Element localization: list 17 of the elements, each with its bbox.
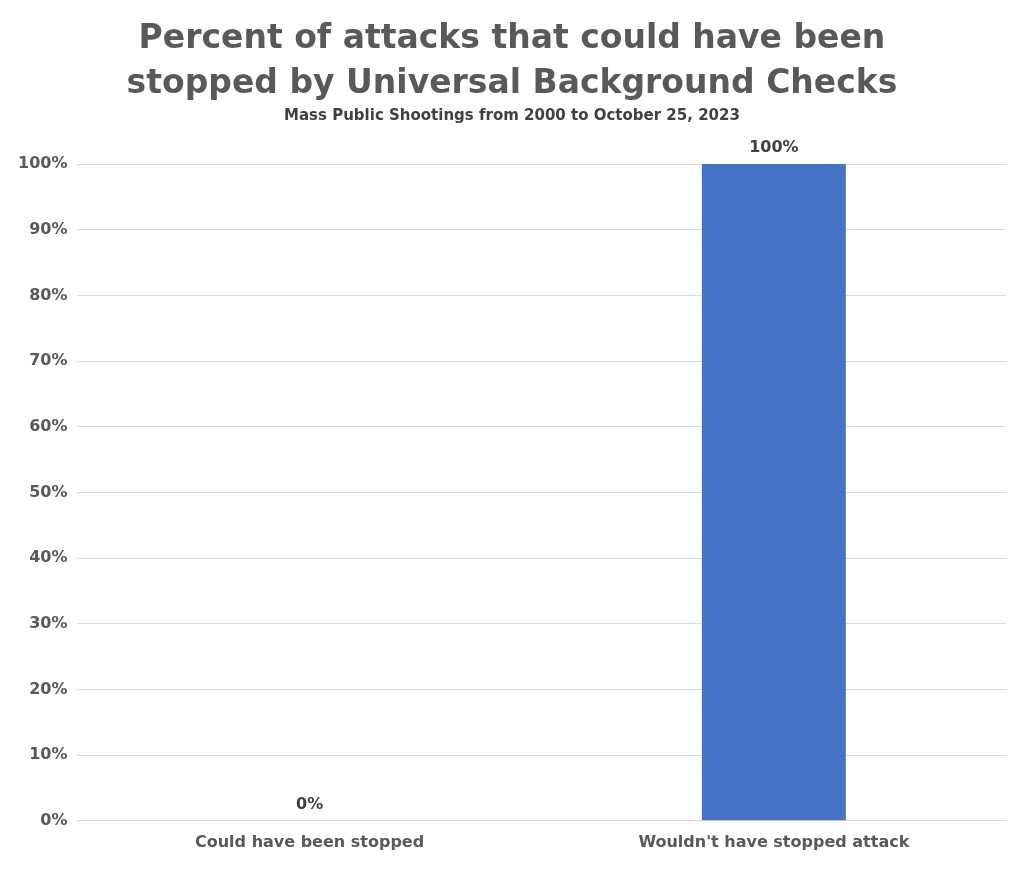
y-tick-label: 50% [29,481,68,501]
y-tick-label: 60% [29,415,68,435]
chart-title: Percent of attacks that could have been stopped by Universal Background Checks [125,16,899,103]
chart-subtitle: Mass Public Shootings from 2000 to October 25, 2023 [283,106,741,124]
y-tick-label: 10% [29,744,68,764]
y-tick-label: 40% [29,547,68,567]
data-label: 0% [295,793,324,813]
x-tick-label: Could have been stopped [194,831,425,851]
y-tick-label: 100% [17,153,68,173]
y-tick-label: 70% [29,350,68,370]
y-tick-label: 90% [29,218,68,238]
y-tick-label: 80% [29,284,68,304]
y-tick-label: 0% [40,809,68,829]
x-tick-label: Wouldn't have stopped attack [638,831,910,851]
y-tick-label: 20% [29,678,68,698]
y-tick-label: 30% [29,612,68,632]
data-label: 100% [749,137,799,157]
